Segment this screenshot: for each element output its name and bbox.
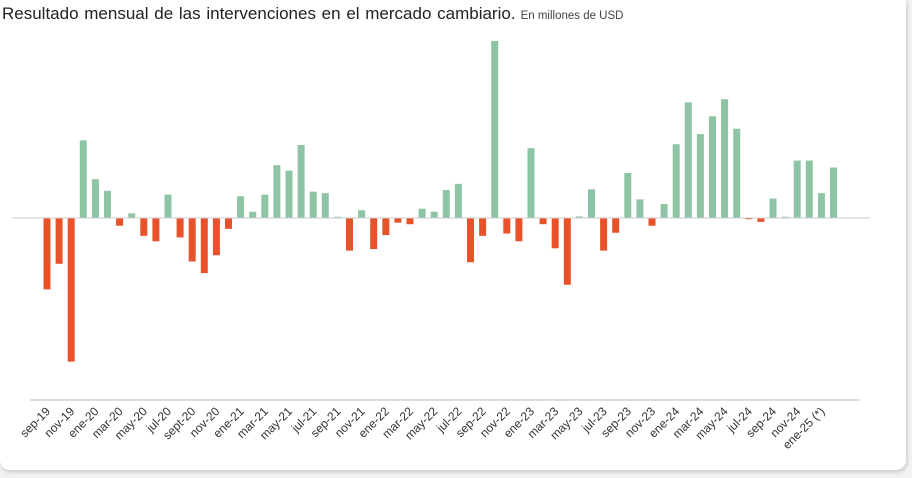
bar-mar-21 [261, 194, 269, 218]
bar-oct-19 [55, 218, 63, 264]
bar-oct-24 [781, 216, 789, 218]
bar-nov-24 [793, 160, 801, 218]
bar-jun-21 [297, 145, 305, 218]
bar-ene-23 [527, 148, 535, 218]
bar-ago-23 [612, 218, 620, 233]
bar-may-20 [140, 218, 148, 236]
bar-nov-21 [358, 210, 366, 218]
bar-sep-23 [624, 172, 632, 218]
bar-dic-24 [805, 160, 813, 218]
bar-ene-25 (*) [817, 193, 825, 218]
bar-ene-24 [672, 144, 680, 218]
bar-jul-22 [454, 183, 462, 218]
bar-undefined [830, 167, 837, 218]
bar-sep-22 [479, 218, 487, 236]
bar-dic-22 [515, 218, 523, 242]
bar-abr-22 [418, 208, 426, 218]
bar-feb-22 [394, 218, 402, 223]
bar-jun-20 [152, 218, 160, 242]
bar-jun-22 [442, 190, 450, 218]
bar-may-22 [430, 211, 438, 218]
chart-subtitle: En millones de USD [520, 10, 624, 22]
bar-oct-23 [636, 199, 644, 218]
bar-nov-19 [67, 218, 75, 362]
bar-abr-24 [709, 116, 716, 218]
bar-mar-22 [406, 218, 414, 225]
bar-jul-20 [164, 194, 172, 218]
bar-oct-21 [346, 218, 353, 251]
bar-nov-23 [648, 218, 656, 226]
x-tick-labels: sep-19nov-19ene-20mar-20may-20jul-20sept… [17, 404, 827, 452]
bar-sept-20 [188, 218, 196, 262]
bar-abr-21 [273, 165, 281, 218]
bar-ene-20 [91, 179, 99, 218]
bar-jun-23 [588, 189, 595, 218]
bar-jul-24 [745, 218, 753, 220]
bar-feb-20 [104, 190, 111, 218]
bar-jul-21 [309, 191, 317, 218]
bar-jun-24 [733, 128, 741, 218]
bar-dic-21 [370, 218, 378, 250]
bar-sep-21 [333, 216, 341, 218]
bar-may-24 [721, 99, 729, 218]
bar-may-23 [575, 216, 583, 218]
chart-title: Resultado mensual de las intervenciones … [2, 4, 516, 23]
bar-mar-24 [696, 134, 704, 218]
bars-group [43, 41, 837, 362]
bar-jul-23 [600, 218, 608, 251]
bar-mar-23 [551, 218, 559, 249]
chart-card: Resultado mensual de las intervenciones … [0, 0, 906, 470]
bar-nov-20 [212, 218, 220, 256]
bar-dic-19 [79, 140, 87, 218]
bar-ene-22 [382, 218, 390, 236]
bar-nov-22 [503, 218, 511, 234]
bar-ago-20 [176, 218, 184, 238]
bar-feb-24 [684, 102, 692, 218]
bar-chart: sep-19nov-19ene-20mar-20may-20jul-20sept… [12, 41, 870, 452]
bar-mar-20 [116, 218, 124, 226]
bar-oct-20 [200, 218, 208, 274]
bar-feb-23 [539, 218, 547, 225]
bar-ago-21 [321, 193, 329, 218]
bar-dic-23 [660, 204, 668, 218]
bar-dic-20 [225, 218, 232, 229]
bar-abr-23 [563, 218, 571, 285]
bar-oct-22 [491, 41, 499, 218]
bar-may-21 [285, 170, 293, 218]
bar-ago-22 [467, 218, 474, 263]
bar-sep-24 [769, 198, 777, 218]
bar-abr-20 [128, 213, 136, 218]
bar-sep-19 [43, 218, 51, 290]
bar-ago-24 [757, 218, 765, 222]
chart-header: Resultado mensual de las intervenciones … [2, 4, 623, 24]
bar-ene-21 [237, 196, 245, 218]
bar-feb-21 [249, 211, 257, 218]
